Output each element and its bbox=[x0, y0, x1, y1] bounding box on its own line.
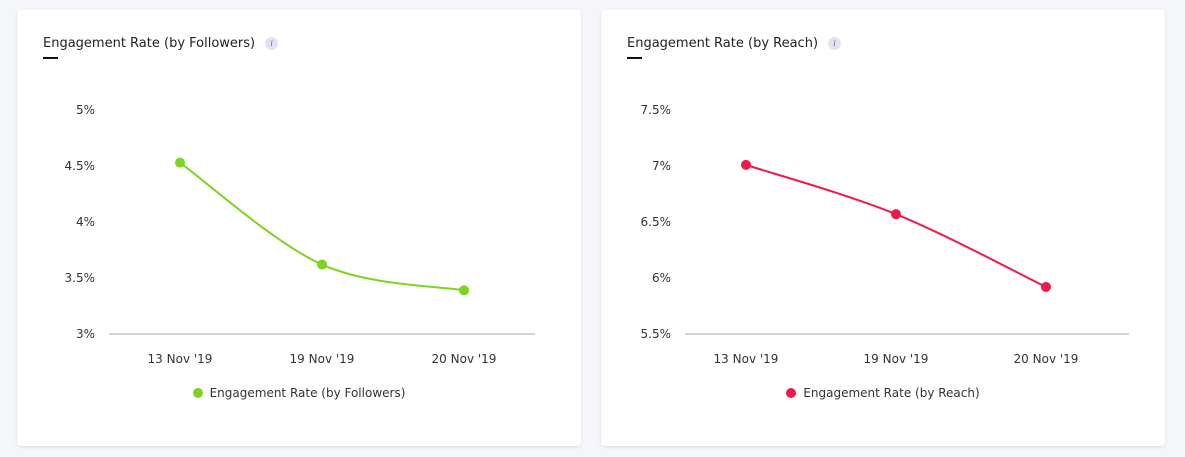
legend-label: Engagement Rate (by Reach) bbox=[803, 386, 980, 400]
legend-label: Engagement Rate (by Followers) bbox=[209, 386, 406, 400]
data-point bbox=[317, 259, 327, 270]
x-tick-label: 19 Nov '19 bbox=[864, 352, 929, 366]
chart-title: Engagement Rate (by Reach) i bbox=[627, 36, 842, 51]
y-tick-label: 4.5% bbox=[65, 159, 96, 173]
data-point bbox=[175, 157, 185, 168]
y-tick-label: 7.5% bbox=[641, 103, 672, 117]
x-tick-label: 13 Nov '19 bbox=[148, 352, 213, 366]
y-tick-label: 5.5% bbox=[641, 327, 672, 341]
data-point bbox=[891, 209, 901, 220]
title-underline bbox=[43, 57, 58, 59]
chart-legend[interactable]: Engagement Rate (by Followers) bbox=[17, 386, 581, 400]
y-tick-label: 3% bbox=[76, 327, 95, 341]
chart-title: Engagement Rate (by Followers) i bbox=[43, 36, 279, 51]
y-tick-label: 6% bbox=[652, 271, 671, 285]
legend-marker bbox=[192, 388, 203, 398]
chart-card-followers: Engagement Rate (by Followers) i 3% 3.5% 4%… bbox=[17, 10, 581, 446]
line-chart: 3% 3.5% 4% 4.5% 5% 13 Nov '19 19 Nov '19 20 Nov… bbox=[65, 103, 535, 366]
y-tick-label: 3.5% bbox=[65, 271, 96, 285]
chart-title-text: Engagement Rate (by Reach) bbox=[627, 36, 819, 51]
series-line bbox=[179, 161, 465, 292]
data-point bbox=[1041, 281, 1051, 292]
x-tick-label: 20 Nov '19 bbox=[432, 352, 497, 366]
info-icon[interactable]: i bbox=[828, 37, 842, 50]
title-underline bbox=[627, 57, 642, 59]
y-tick-label: 7% bbox=[652, 159, 671, 173]
legend-marker bbox=[786, 388, 797, 398]
info-icon[interactable]: i bbox=[265, 37, 279, 50]
y-tick-label: 5% bbox=[76, 103, 95, 117]
x-tick-label: 19 Nov '19 bbox=[290, 352, 355, 366]
chart-legend[interactable]: Engagement Rate (by Reach) bbox=[601, 386, 1165, 400]
y-tick-label: 4% bbox=[76, 215, 95, 229]
data-point bbox=[741, 159, 751, 170]
y-tick-label: 6.5% bbox=[641, 215, 672, 229]
chart-title-text: Engagement Rate (by Followers) bbox=[43, 36, 256, 51]
data-point bbox=[459, 285, 469, 296]
x-tick-label: 13 Nov '19 bbox=[714, 352, 779, 366]
line-chart: 5.5% 6% 6.5% 7% 7.5% 13 Nov '19 19 Nov '19 20 N… bbox=[641, 103, 1129, 366]
chart-card-reach: Engagement Rate (by Reach) i 5.5% 6% 6.5% 7%… bbox=[601, 10, 1165, 446]
series-line bbox=[745, 163, 1047, 288]
x-tick-label: 20 Nov '19 bbox=[1014, 352, 1079, 366]
